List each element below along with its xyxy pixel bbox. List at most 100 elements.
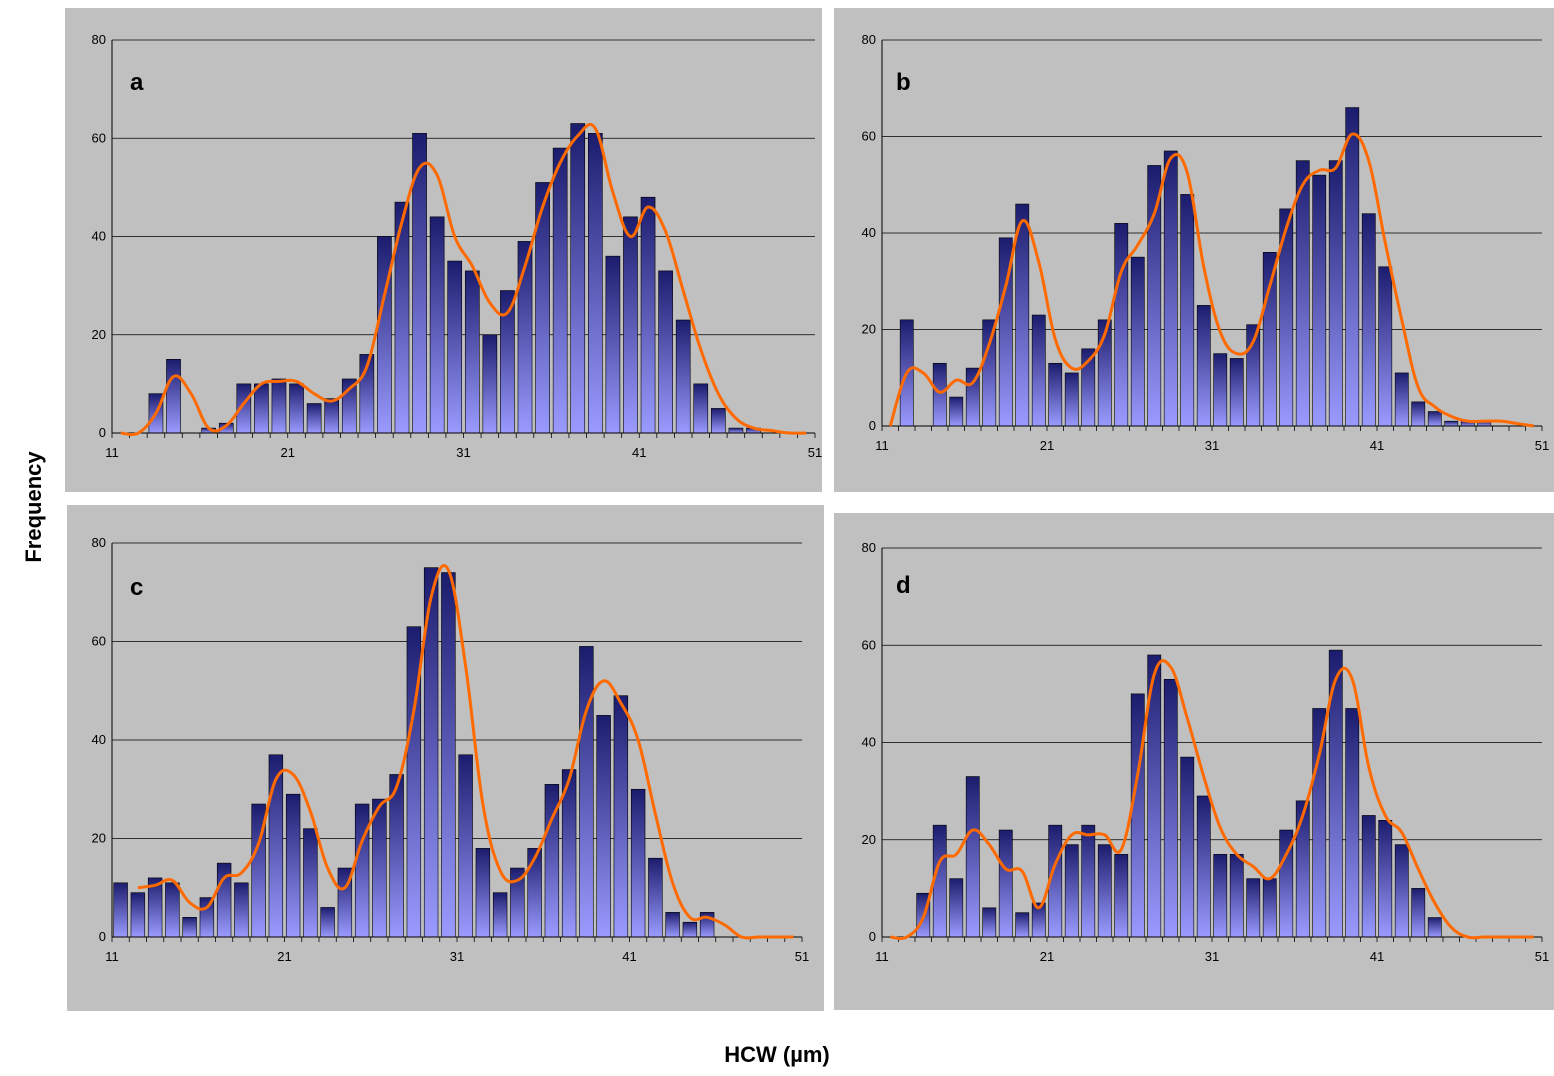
bar <box>1114 854 1129 938</box>
bar <box>447 260 463 434</box>
y-tick-label: 0 <box>869 418 876 433</box>
x-tick-label: 11 <box>105 949 119 964</box>
y-tick-label: 80 <box>862 540 876 555</box>
bar <box>1163 150 1178 427</box>
bar <box>1345 708 1360 938</box>
y-tick-label: 20 <box>92 831 106 846</box>
bar <box>492 892 508 938</box>
x-tick-label: 21 <box>1040 949 1054 964</box>
bar <box>389 774 404 938</box>
smoothed-line <box>137 564 794 940</box>
x-tick-label: 31 <box>1205 949 1219 964</box>
bar <box>324 398 340 434</box>
bar <box>1180 194 1195 427</box>
bar <box>1229 358 1244 427</box>
bar <box>605 255 621 434</box>
smoothed-line <box>890 659 1534 941</box>
bar <box>1147 165 1162 427</box>
bar <box>965 776 980 938</box>
chart-svg-d: 0 20 40 60 80 11 21 31 41 51 d <box>834 513 1554 1010</box>
bar <box>527 848 542 938</box>
bar <box>1130 693 1145 938</box>
bar <box>640 196 656 434</box>
y-tick-label: 0 <box>99 425 106 440</box>
x-tick-label: 51 <box>795 949 809 964</box>
x-tick-label: 21 <box>1040 438 1054 453</box>
bar <box>1114 223 1129 427</box>
y-tick-label: 40 <box>862 225 876 240</box>
bar <box>1097 844 1112 938</box>
bar <box>1378 819 1393 938</box>
y-tick-label: 20 <box>862 832 876 847</box>
bar <box>458 754 473 938</box>
x-tick-label: 41 <box>632 445 646 460</box>
bar <box>1196 795 1211 938</box>
x-tick-label: 21 <box>281 445 295 460</box>
x-tick-label: 31 <box>450 949 464 964</box>
bar <box>596 715 611 938</box>
x-tick-label: 51 <box>808 445 822 460</box>
y-tick-label: 20 <box>862 322 876 337</box>
bar <box>1411 401 1426 427</box>
bar <box>570 123 586 434</box>
y-tick-label: 80 <box>92 32 106 47</box>
panel-letter: d <box>896 572 911 599</box>
bar <box>1064 372 1079 427</box>
y-tick-label: 40 <box>92 732 106 747</box>
chart-panel-c: 0 20 40 60 80 11 21 31 41 51 c <box>67 505 824 1011</box>
bar <box>1180 756 1195 938</box>
bar <box>441 572 456 938</box>
bar <box>1328 160 1343 427</box>
bar <box>552 147 568 434</box>
x-tick-label: 31 <box>1205 438 1219 453</box>
bar <box>675 319 691 434</box>
bar <box>1427 917 1442 938</box>
bar <box>682 921 698 938</box>
bar <box>1394 372 1409 427</box>
bar <box>579 646 594 938</box>
bar <box>303 828 318 938</box>
panel-letter: b <box>896 69 911 96</box>
bar <box>429 216 445 434</box>
bar <box>1312 708 1327 938</box>
bar <box>1444 420 1459 427</box>
bar <box>271 378 287 434</box>
bar <box>113 882 128 938</box>
chart-svg-b: 0 20 40 60 80 11 21 31 41 51 b <box>834 8 1554 492</box>
bar <box>665 912 680 938</box>
x-tick-label: 51 <box>1535 438 1549 453</box>
bar <box>1295 800 1310 938</box>
bar <box>587 133 603 434</box>
bar <box>1262 252 1277 427</box>
y-tick-label: 40 <box>92 229 106 244</box>
bar <box>658 270 673 434</box>
x-tick-label: 41 <box>1370 438 1384 453</box>
bar <box>1394 844 1409 938</box>
bar <box>182 916 197 938</box>
smoothed-line <box>888 132 1534 428</box>
bar <box>949 396 964 427</box>
bar <box>982 319 997 427</box>
y-tick-label: 80 <box>92 535 106 550</box>
bar <box>1427 411 1442 427</box>
x-tick-label: 21 <box>277 949 291 964</box>
bar <box>1361 815 1376 938</box>
bar <box>693 383 709 434</box>
x-tick-label: 11 <box>875 949 889 964</box>
bar <box>1262 878 1277 938</box>
bar <box>130 892 146 938</box>
bar <box>998 829 1013 938</box>
bar <box>234 882 249 938</box>
x-tick-label: 41 <box>622 949 636 964</box>
bar <box>1081 824 1096 938</box>
x-tick-label: 11 <box>105 445 119 460</box>
bar <box>1312 174 1327 427</box>
bar <box>711 408 726 434</box>
bar <box>289 383 304 434</box>
bar <box>728 427 744 434</box>
bar <box>982 907 997 938</box>
bar <box>932 362 947 427</box>
bar <box>1048 362 1063 427</box>
bar <box>285 793 301 938</box>
chart-panel-a: 0 20 40 60 80 11 21 31 41 51 a <box>65 8 822 492</box>
